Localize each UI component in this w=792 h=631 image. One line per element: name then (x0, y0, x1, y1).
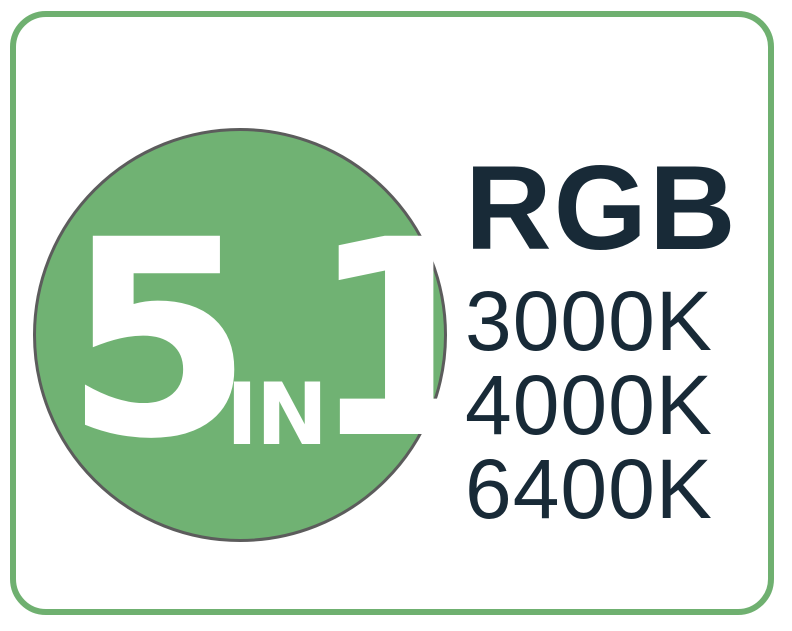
rgb-label: RGB (465, 141, 738, 275)
green-circle (33, 128, 447, 542)
temperature-3000k: 3000K (465, 274, 713, 368)
one-label: 1 (308, 183, 498, 499)
temperature-4000k: 4000K (465, 358, 713, 452)
five-label: 5 (64, 183, 253, 499)
in-label: IN (226, 365, 328, 465)
temperature-6400k: 6400K (465, 442, 713, 536)
